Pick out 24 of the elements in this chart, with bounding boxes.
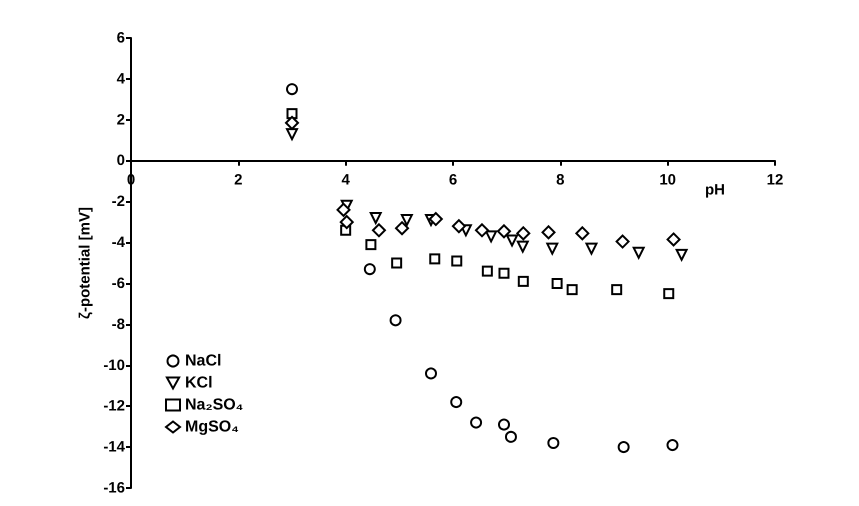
- y-tick-label: -8: [112, 316, 125, 333]
- y-tick-label: 6: [116, 30, 125, 46]
- legend-label: MgSO₄: [185, 418, 239, 436]
- y-axis-title: ζ-potential [mV]: [76, 207, 94, 319]
- x-tick-label: 2: [234, 171, 243, 188]
- x-axis-title: pH: [705, 182, 725, 199]
- y-tick-label: -10: [103, 356, 125, 374]
- y-tick-label: 0: [116, 152, 125, 170]
- legend-label: KCl: [185, 374, 213, 392]
- x-tick-label: 12: [766, 171, 784, 188]
- y-tick-label: -12: [103, 398, 125, 415]
- y-tick-label: -6: [112, 274, 125, 292]
- legend-label: Na₂SO₄: [185, 396, 244, 414]
- y-tick-label: -16: [103, 480, 125, 496]
- y-tick-label: 4: [116, 70, 126, 88]
- x-tick-label: 10: [659, 171, 676, 188]
- legend-label: NaCl: [185, 352, 222, 370]
- x-tick-label: 6: [448, 171, 458, 188]
- y-tick-label: -2: [112, 193, 125, 210]
- x-tick-label: 8: [556, 171, 565, 188]
- y-tick-label: -4: [112, 234, 126, 252]
- x-tick-label: 4: [341, 171, 350, 188]
- y-tick-label: 2: [116, 111, 125, 128]
- y-tick-label: -14: [103, 438, 126, 456]
